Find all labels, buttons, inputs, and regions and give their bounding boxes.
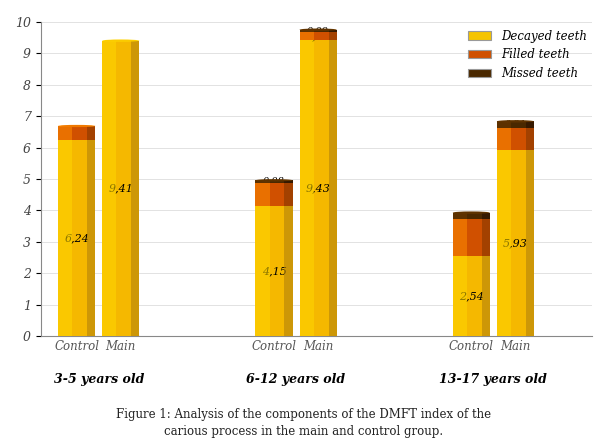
Text: 4,15: 4,15 xyxy=(262,266,287,276)
Bar xyxy=(299,32,337,40)
Bar xyxy=(299,30,314,32)
Bar xyxy=(453,219,490,256)
Bar xyxy=(497,128,534,150)
Bar xyxy=(256,183,270,206)
Bar xyxy=(256,183,293,206)
Ellipse shape xyxy=(497,335,534,337)
Bar xyxy=(497,121,534,128)
Ellipse shape xyxy=(453,335,490,337)
Bar xyxy=(131,41,140,336)
Bar xyxy=(482,213,490,219)
Ellipse shape xyxy=(256,179,293,181)
Bar xyxy=(299,30,337,32)
Legend: Decayed teeth, Filled teeth, Missed teeth: Decayed teeth, Filled teeth, Missed teet… xyxy=(463,25,592,85)
Text: 0,09: 0,09 xyxy=(307,27,329,35)
Bar xyxy=(526,128,534,150)
Text: 0,24: 0,24 xyxy=(306,31,331,41)
Bar xyxy=(58,140,72,336)
Bar xyxy=(453,213,490,219)
Ellipse shape xyxy=(299,29,337,31)
Bar xyxy=(58,140,95,336)
Text: 0,7: 0,7 xyxy=(506,134,524,144)
Bar xyxy=(256,180,293,183)
Text: 2,54: 2,54 xyxy=(459,291,484,301)
Text: 13-17 years old: 13-17 years old xyxy=(439,373,548,386)
Bar xyxy=(453,219,467,256)
Bar xyxy=(299,40,337,336)
Bar xyxy=(453,256,490,336)
Bar xyxy=(285,206,293,336)
Ellipse shape xyxy=(302,29,334,30)
Text: 9,41: 9,41 xyxy=(109,183,134,193)
Bar xyxy=(87,140,95,336)
Bar xyxy=(497,121,511,128)
Bar xyxy=(497,150,534,336)
Text: 3-5 years old: 3-5 years old xyxy=(53,373,144,386)
Bar xyxy=(482,256,490,336)
Ellipse shape xyxy=(58,335,95,337)
Bar xyxy=(453,256,467,336)
Bar xyxy=(102,41,117,336)
Ellipse shape xyxy=(256,335,293,337)
Ellipse shape xyxy=(455,212,487,213)
Bar xyxy=(497,150,511,336)
Ellipse shape xyxy=(61,125,92,127)
Bar xyxy=(328,30,337,32)
Ellipse shape xyxy=(258,179,290,181)
Text: 6,24: 6,24 xyxy=(64,233,89,243)
Bar xyxy=(497,128,511,150)
Ellipse shape xyxy=(497,120,534,122)
Text: 0,73: 0,73 xyxy=(262,189,287,199)
Bar xyxy=(256,180,270,183)
Text: 0,21: 0,21 xyxy=(460,211,482,221)
Ellipse shape xyxy=(500,120,531,122)
Bar xyxy=(299,32,314,40)
Bar xyxy=(526,121,534,128)
Ellipse shape xyxy=(102,335,140,337)
Bar xyxy=(453,213,467,219)
Text: 0,08: 0,08 xyxy=(263,177,285,186)
Bar xyxy=(102,41,140,336)
Text: 9,43: 9,43 xyxy=(306,183,331,193)
Ellipse shape xyxy=(299,335,337,337)
Bar xyxy=(58,126,95,140)
Bar xyxy=(299,40,314,336)
Text: Figure 1: Analysis of the components of the DMFT index of the
carious process in: Figure 1: Analysis of the components of … xyxy=(116,408,491,438)
Bar xyxy=(285,183,293,206)
Text: 0,45: 0,45 xyxy=(64,128,89,138)
Text: 0,21: 0,21 xyxy=(504,120,526,129)
Bar xyxy=(482,219,490,256)
Bar xyxy=(328,32,337,40)
Bar xyxy=(526,150,534,336)
Ellipse shape xyxy=(105,40,137,42)
Text: 5,93: 5,93 xyxy=(503,238,528,248)
Text: 1,18: 1,18 xyxy=(459,232,484,243)
Ellipse shape xyxy=(453,211,490,213)
Bar xyxy=(256,206,270,336)
Bar xyxy=(328,40,337,336)
Bar xyxy=(58,126,72,140)
Text: 6-12 years old: 6-12 years old xyxy=(246,373,345,386)
Bar xyxy=(87,126,95,140)
Bar xyxy=(285,180,293,183)
Ellipse shape xyxy=(102,39,140,42)
Ellipse shape xyxy=(58,125,95,127)
Bar xyxy=(256,206,293,336)
